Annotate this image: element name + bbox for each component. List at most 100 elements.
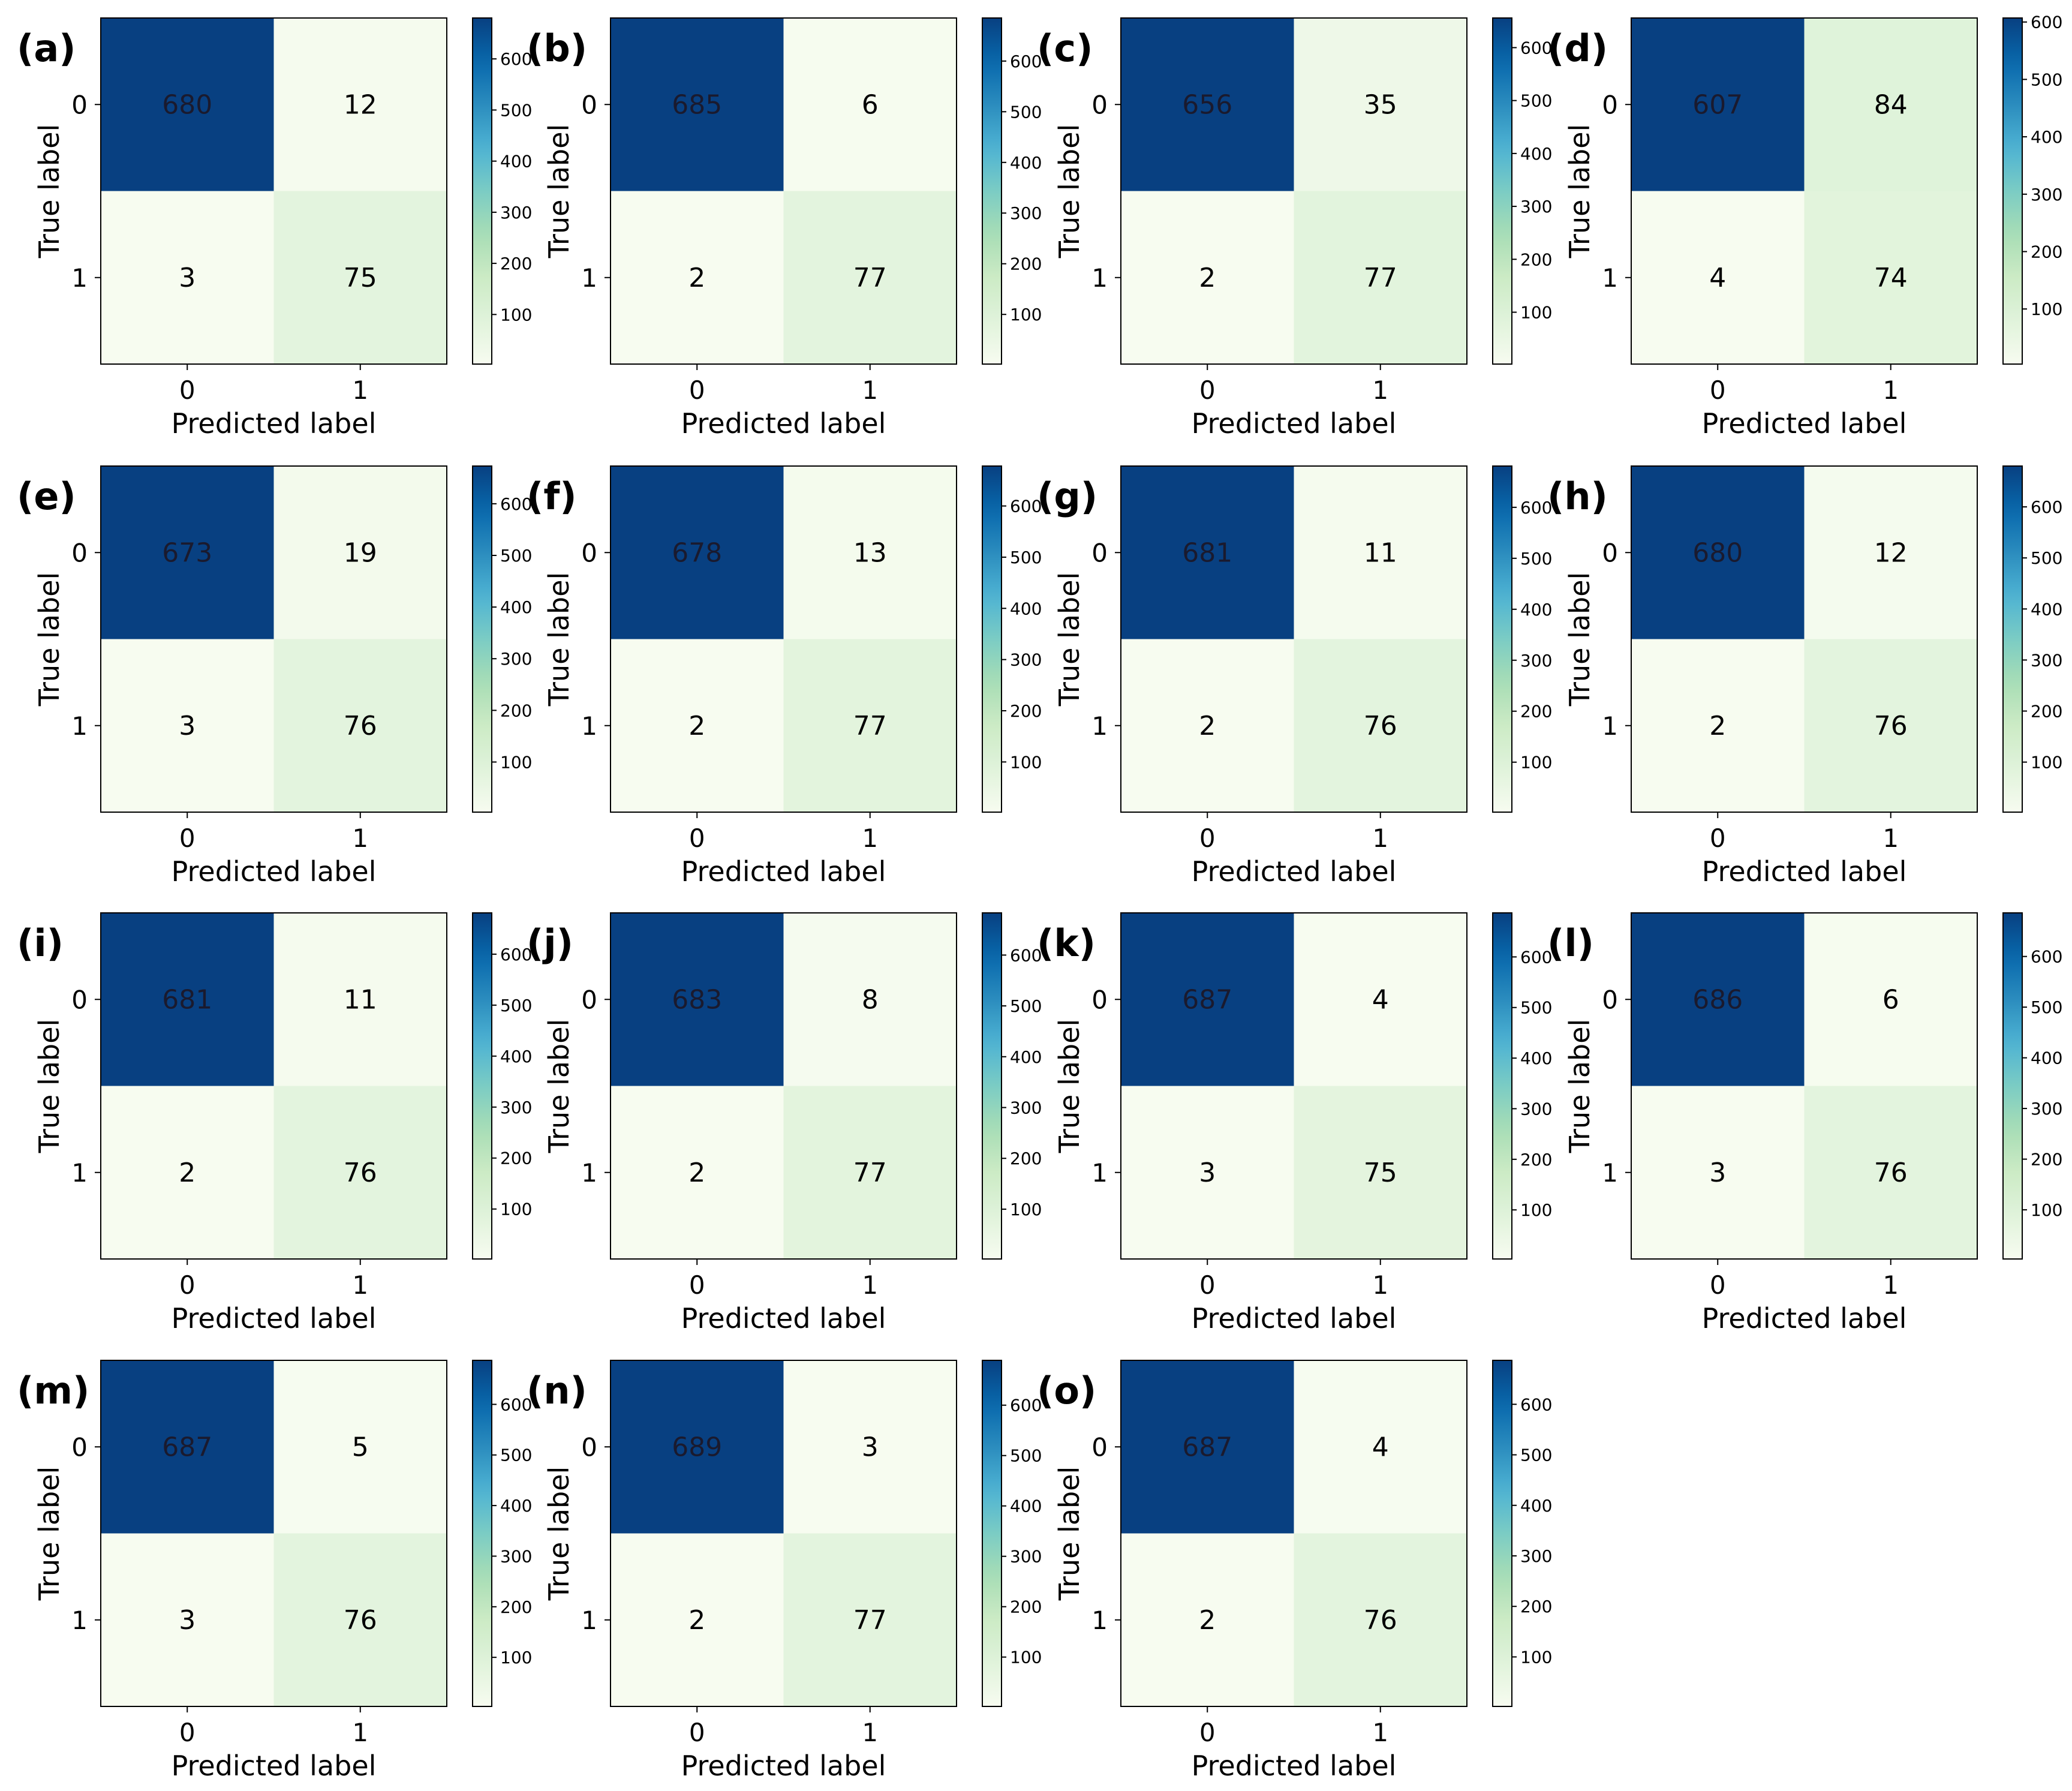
colorbar-tick-label: 300 <box>1520 651 1552 671</box>
colorbar-tick-label: 100 <box>1520 1200 1552 1220</box>
colorbar-tick-label: 300 <box>500 1546 532 1566</box>
colorbar-tick-label: 100 <box>2031 1200 2062 1220</box>
cell-value-label: 2 <box>688 263 705 293</box>
y-tick-label: 0 <box>581 90 597 119</box>
colorbar-tick-label: 400 <box>2031 1048 2062 1068</box>
plot-frame <box>100 1360 447 1707</box>
y-axis-label: True label <box>1563 124 1596 259</box>
plot-frame <box>610 912 957 1260</box>
panel-letter-label: (c) <box>1037 26 1093 70</box>
colorbar-tick-label: 100 <box>500 1648 532 1667</box>
matrix-cell <box>783 466 957 639</box>
plot-frame <box>100 17 447 365</box>
colorbar-tick-label: 100 <box>500 752 532 772</box>
matrix-cell <box>1804 191 1977 364</box>
x-tick-label: 0 <box>179 824 196 853</box>
colorbar-tick-label: 200 <box>500 1149 532 1168</box>
x-tick-label: 0 <box>179 1270 196 1300</box>
colorbar <box>1492 912 1512 1260</box>
matrix-cell <box>783 1360 957 1534</box>
cell-value-label: 2 <box>1199 711 1216 741</box>
colorbar-tick-label: 600 <box>500 1395 532 1414</box>
plot-frame <box>1120 912 1467 1260</box>
y-tick-label: 0 <box>1091 538 1108 567</box>
cell-value-label: 680 <box>162 89 212 120</box>
cell-value-label: 12 <box>1874 537 1908 568</box>
matrix-cell <box>1121 466 1294 639</box>
y-tick-label: 0 <box>581 1432 597 1462</box>
colorbar-tick-label: 200 <box>500 1597 532 1617</box>
cell-value-label: 678 <box>672 537 722 568</box>
matrix-cell <box>1631 639 1805 812</box>
x-tick-label: 0 <box>1710 1270 1726 1300</box>
x-tick-label: 0 <box>1710 375 1726 405</box>
y-axis-label: True label <box>33 1019 65 1154</box>
x-tick-label: 0 <box>1199 1718 1216 1747</box>
colorbar <box>2002 17 2023 365</box>
matrix-cell <box>101 1533 274 1706</box>
cell-value-label: 35 <box>1364 89 1397 120</box>
colorbar-tick-label: 300 <box>1520 1546 1552 1566</box>
x-tick-label: 0 <box>179 375 196 405</box>
colorbar <box>472 465 492 813</box>
matrix-cell <box>1294 639 1467 812</box>
colorbar <box>982 912 1002 1260</box>
x-axis-label: Predicted label <box>681 407 886 440</box>
plot-frame <box>1120 465 1467 813</box>
x-axis-label: Predicted label <box>1702 855 1907 888</box>
colorbar <box>472 912 492 1260</box>
y-tick-label: 0 <box>71 1432 88 1462</box>
matrix-cell <box>1294 18 1467 191</box>
colorbar-tick-label: 300 <box>500 1098 532 1117</box>
matrix-cell <box>611 1360 784 1534</box>
colorbar-tick-label: 100 <box>500 305 532 324</box>
cell-value-label: 11 <box>344 984 377 1015</box>
confusion-matrix-panel-m: 687 5 3 76 0 1 0 1 Predicted label True label (m) 1… <box>17 1360 532 1782</box>
colorbar-tick-label: 600 <box>1010 52 1042 71</box>
colorbar-tick-label: 600 <box>2031 497 2062 517</box>
matrix-cell <box>1294 466 1467 639</box>
panel-letter-label: (i) <box>17 921 64 965</box>
cell-value-label: 2 <box>688 711 705 741</box>
plot-frame <box>1631 17 1978 365</box>
y-tick-label: 0 <box>581 538 597 567</box>
x-tick-label: 0 <box>1199 824 1216 853</box>
matrix-cell <box>611 1533 784 1706</box>
matrix-cell <box>101 639 274 812</box>
cell-value-label: 75 <box>1364 1158 1397 1188</box>
cell-value-label: 681 <box>1182 537 1232 568</box>
panel-letter-label: (o) <box>1037 1369 1096 1413</box>
panel-letter-label: (d) <box>1547 26 1608 70</box>
colorbar <box>472 17 492 365</box>
panel-letter-label: (g) <box>1037 474 1097 518</box>
x-tick-label: 1 <box>1372 824 1388 853</box>
colorbar-tick-label: 200 <box>2031 242 2062 262</box>
colorbar-tick-label: 500 <box>1520 998 1552 1018</box>
colorbar-tick-label: 600 <box>1520 947 1552 967</box>
cell-value-label: 76 <box>1874 1158 1908 1188</box>
cell-value-label: 681 <box>162 984 212 1015</box>
matrix-cell <box>1294 1533 1467 1706</box>
colorbar-tick-label: 300 <box>1010 1547 1042 1567</box>
colorbar-tick-label: 400 <box>1520 144 1552 164</box>
colorbar <box>982 465 1002 813</box>
matrix-cell <box>1121 1533 1294 1706</box>
matrix-cell <box>273 1533 447 1706</box>
colorbar-tick-label: 400 <box>1010 153 1042 173</box>
cell-value-label: 685 <box>672 89 722 120</box>
panel-letter-label: (a) <box>17 26 76 70</box>
y-axis-label: True label <box>1563 1019 1596 1154</box>
x-tick-label: 0 <box>1199 375 1216 405</box>
colorbar-tick-label: 500 <box>500 546 532 566</box>
cell-value-label: 2 <box>179 1158 196 1188</box>
cell-value-label: 77 <box>853 1605 887 1636</box>
cell-value-label: 13 <box>853 537 887 568</box>
matrix-cell <box>1631 466 1805 639</box>
colorbar-tick-label: 600 <box>1010 945 1042 965</box>
x-axis-label: Predicted label <box>172 407 377 440</box>
